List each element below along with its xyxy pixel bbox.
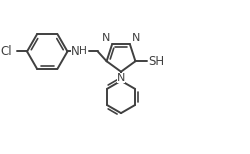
Text: H: H — [79, 47, 86, 57]
Text: N: N — [102, 33, 110, 43]
Text: N: N — [132, 33, 140, 43]
Text: N: N — [71, 45, 80, 58]
Text: SH: SH — [148, 55, 165, 68]
Text: Cl: Cl — [1, 45, 12, 58]
Text: N: N — [117, 73, 125, 83]
